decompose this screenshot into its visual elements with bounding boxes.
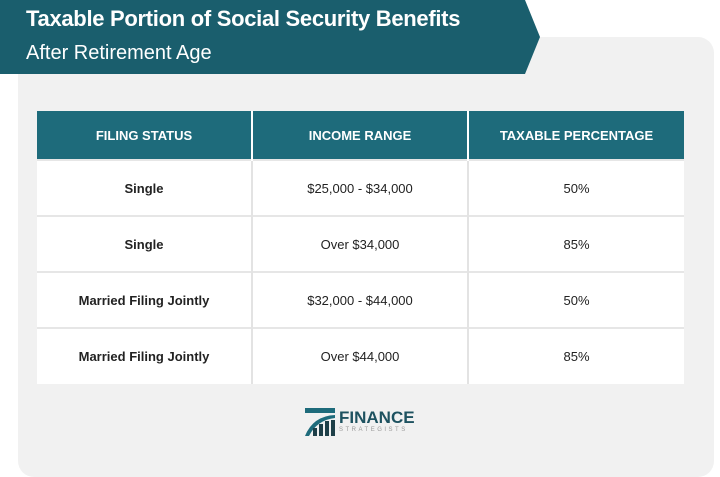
taxable-percentage-cell: 50% [468, 159, 684, 216]
taxable-percentage-cell: 85% [468, 327, 684, 384]
table-row: Single $25,000 - $34,000 50% [37, 159, 684, 216]
title-banner: Taxable Portion of Social Security Benef… [0, 0, 540, 74]
filing-status-cell: Single [37, 215, 253, 272]
column-header: FILING STATUS [37, 111, 253, 160]
income-range-cell: Over $34,000 [252, 215, 469, 272]
page-title: Taxable Portion of Social Security Benef… [26, 6, 461, 31]
page-subtitle: After Retirement Age [26, 42, 212, 64]
income-range-cell: Over $44,000 [252, 327, 469, 384]
logo-subtitle: STRATEGISTS [339, 427, 408, 433]
column-header: INCOME RANGE [252, 111, 469, 160]
column-header: TAXABLE PERCENTAGE [468, 111, 684, 160]
taxable-percentage-cell: 50% [468, 271, 684, 328]
filing-status-cell: Single [37, 159, 253, 216]
table-row: Single Over $34,000 85% [37, 215, 684, 272]
filing-status-cell: Married Filing Jointly [37, 271, 253, 328]
income-range-cell: $32,000 - $44,000 [252, 271, 469, 328]
table-row: Married Filing Jointly Over $44,000 85% [37, 327, 684, 384]
logo-chart-icon [305, 408, 335, 436]
table-row: Married Filing Jointly $32,000 - $44,000 5… [37, 271, 684, 328]
taxable-percentage-cell: 85% [468, 215, 684, 272]
logo-name: FINANCE [339, 408, 415, 427]
filing-status-cell: Married Filing Jointly [37, 327, 253, 384]
finance-strategists-logo: FINANCE STRATEGISTS [305, 408, 415, 436]
income-range-cell: $25,000 - $34,000 [252, 159, 469, 216]
tax-table: FILING STATUS INCOME RANGE TAXABLE PERCE… [37, 111, 684, 384]
